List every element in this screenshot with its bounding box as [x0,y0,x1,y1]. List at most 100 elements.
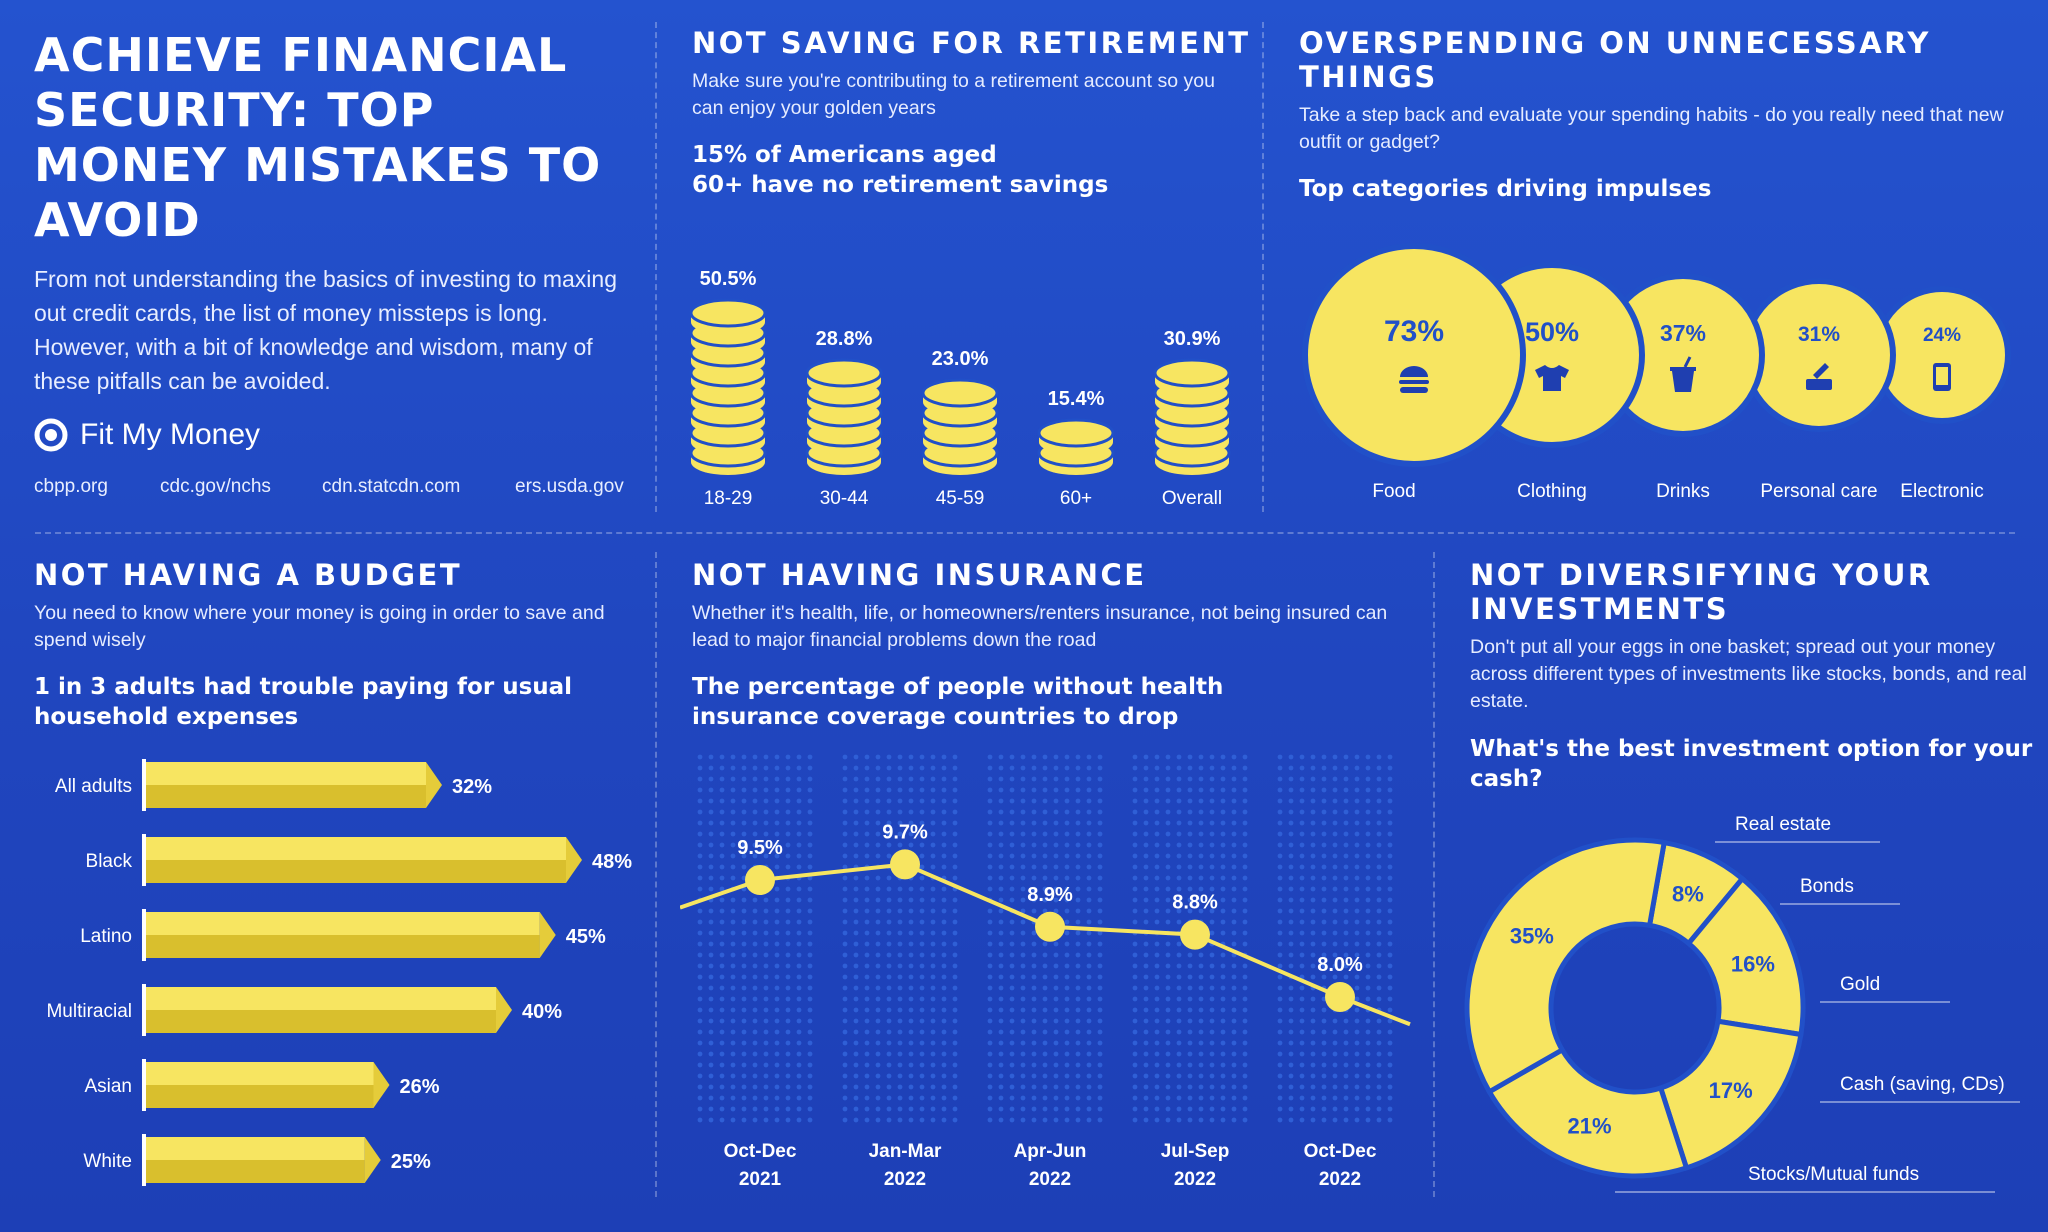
section-subtitle-insurance: Whether it's health, life, or homeowners… [692,602,1388,651]
source-link[interactable]: cdn.statcdn.com [322,476,461,497]
bar [142,984,512,1036]
legend-label: Real estate [1735,814,1831,835]
category-label: White [83,1151,132,1172]
category-label: 30-44 [820,488,869,509]
bar [142,834,582,886]
category-label: Oct-Dec [724,1141,797,1162]
burger-icon [1399,366,1429,393]
section-title-insurance: NOT HAVING INSURANCE [692,558,1147,592]
category-label: All adults [55,776,132,797]
legend-label: Stocks/Mutual funds [1748,1164,1919,1185]
bar [142,1134,381,1186]
section-title-budget: NOT HAVING A BUDGET [34,558,463,592]
category-label: Asian [84,1076,132,1097]
dot-column [697,754,813,1123]
phone-icon [1933,363,1951,391]
intro-text: From not understanding the basics of inv… [34,266,617,394]
source-link[interactable]: cdc.gov/nchs [160,476,271,497]
data-label: 15.4% [1048,388,1105,410]
data-label: 40% [522,1001,562,1023]
impulse-bubble-chart: 73% Food 50% Clothing 37% Drinks 31% Personal c… [1302,243,2011,502]
donut-slice [1464,837,1668,1096]
year-label: 2022 [1174,1169,1216,1190]
divider [655,22,657,512]
category-label: 18-29 [704,488,753,509]
divider [35,532,2015,534]
data-label: 50.5% [700,268,757,290]
retirement-coin-chart: 50.5% 18-29 28.8% 30-44 23.0% 45-59 15.4% 60+ 30… [689,268,1231,509]
section-subtitle-budget: You need to know where your money is goi… [34,602,605,651]
data-label: 48% [592,851,632,873]
data-label: 28.8% [816,328,873,350]
overspending-stat: Top categories driving impulses [1299,176,1712,202]
section-subtitle-overspending: Take a step back and evaluate your spend… [1299,104,2004,153]
category-label: Personal care [1760,481,1877,502]
donut-slice [1485,1046,1690,1179]
data-label: 31% [1798,323,1840,346]
category-label: Latino [80,926,132,947]
legend-label: Gold [1840,974,1880,995]
data-point [890,849,920,880]
insurance-stat-line2: insurance coverage countries to drop [692,704,1179,730]
donut-slice [1657,1018,1804,1172]
retirement-stat-line1: 15% of Americans aged [692,142,997,168]
data-label: 23.0% [932,348,989,370]
budget-stat-line2: household expenses [34,704,299,730]
category-label: Jan-Mar [869,1141,942,1162]
brand-icon [34,418,68,452]
data-point [745,865,775,895]
bubble [1302,243,1526,467]
category-label: 60+ [1060,488,1092,509]
data-label: 16% [1731,952,1775,977]
divider [1262,22,1264,512]
tshirt-icon [1535,365,1569,391]
bar [142,1059,390,1111]
dot-column [987,754,1103,1123]
data-label: 30.9% [1164,328,1221,350]
section-subtitle-diversify: Don't put all your eggs in one basket; s… [1470,636,2027,712]
investment-donut-chart: 8% 16% 17% 21% 35% Real estate Bonds Gold Cash (… [1464,814,2020,1193]
data-point [1180,919,1210,950]
budget-bar-chart: All adults 32% Black 48% Latino 45% Multiracia… [46,759,632,1186]
section-title-overspending-line2: THINGS [1299,60,1438,94]
data-label: 9.7% [882,821,928,843]
category-label: Overall [1162,488,1222,509]
category-label: Electronic [1900,481,1983,502]
category-label: 45-59 [936,488,985,509]
bubble [1742,278,1896,432]
category-label: Multiracial [46,1001,132,1022]
data-label: 17% [1709,1078,1753,1103]
data-label: 25% [391,1151,431,1173]
data-label: 9.5% [737,837,783,859]
data-label: 8% [1672,882,1704,907]
coin-stack [1037,418,1115,475]
divider [1433,552,1435,1197]
data-label: 37% [1660,320,1706,346]
source-link[interactable]: cbpp.org [34,476,108,497]
year-label: 2022 [884,1169,926,1190]
donut-slice [1685,875,1806,1038]
category-label: Food [1372,481,1415,502]
bar [142,759,442,811]
data-label: 73% [1384,315,1444,348]
dot-column [1277,754,1393,1123]
data-label: 21% [1568,1114,1612,1139]
category-label: Apr-Jun [1014,1141,1087,1162]
section-title-diversify-line1: NOT DIVERSIFYING YOUR [1470,558,1933,592]
cosmetics-icon [1806,363,1832,390]
cup-icon [1670,356,1696,392]
category-label: Jul-Sep [1161,1141,1230,1162]
diversify-stat-line2: cash? [1470,766,1543,792]
bar [142,909,556,961]
section-subtitle-retirement: Make sure you're contributing to a retir… [692,70,1215,119]
coin-stack [805,358,883,475]
source-link[interactable]: ers.usda.gov [515,476,624,497]
insurance-stat-line1: The percentage of people without health [692,674,1224,700]
year-label: 2022 [1029,1169,1071,1190]
diversify-stat-line1: What's the best investment option for yo… [1470,736,2033,762]
legend-label: Bonds [1800,876,1854,897]
year-label: 2022 [1319,1169,1361,1190]
divider [655,552,657,1197]
data-label: 24% [1923,325,1961,346]
category-label: Clothing [1517,481,1587,502]
